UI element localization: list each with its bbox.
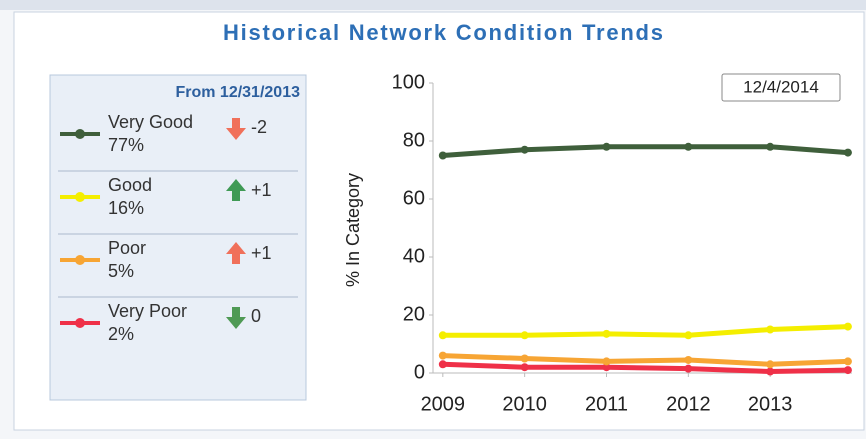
x-tick-label: 2010 [502, 393, 547, 415]
y-tick-label: 0 [414, 361, 425, 383]
point [766, 142, 775, 151]
legend-name: Good [108, 175, 152, 195]
point [843, 148, 852, 157]
point [766, 325, 775, 334]
legend-title: From 12/31/2013 [175, 84, 300, 101]
legend-percent: 5% [108, 261, 134, 281]
date-box [721, 73, 841, 102]
y-axis-label: % In Category [343, 173, 363, 287]
point [438, 360, 447, 369]
x-tick-label: 2012 [666, 393, 711, 415]
legend-dot [75, 129, 85, 139]
legend-name: Very Poor [108, 301, 187, 321]
legend-dot [75, 255, 85, 265]
x-tick-label: 2013 [748, 393, 793, 415]
trend-arrow [226, 307, 246, 329]
point [684, 331, 693, 340]
legend-percent: 2% [108, 324, 134, 344]
point [438, 331, 447, 340]
point [602, 363, 611, 372]
date-annotation: 12/4/2014 [743, 77, 819, 96]
point [766, 360, 775, 369]
trend-arrow [226, 179, 246, 201]
point [602, 142, 611, 151]
legend-box [49, 74, 307, 401]
plot-area [433, 83, 852, 373]
point [684, 142, 693, 151]
legend-dot [75, 192, 85, 202]
chart-title: Historical Network Condition Trends [223, 20, 663, 45]
point [520, 331, 529, 340]
y-tick-label: 20 [403, 303, 425, 325]
legend-name: Poor [108, 238, 146, 258]
legend-percent: 77% [108, 135, 144, 155]
point [602, 357, 611, 366]
top-strip [0, 0, 866, 10]
trend-arrow [226, 118, 246, 140]
point [843, 322, 852, 331]
legend-dot [75, 318, 85, 328]
y-tick-label: 60 [403, 187, 425, 209]
point [766, 367, 775, 376]
series-line [442, 144, 849, 158]
point [438, 151, 447, 160]
series-line [442, 353, 849, 367]
y-tick-label: 100 [392, 71, 425, 93]
point [520, 354, 529, 363]
y-tick-label: 80 [403, 129, 425, 151]
series-line [442, 361, 848, 375]
point [684, 355, 693, 364]
point [438, 351, 447, 360]
point [684, 364, 693, 373]
series-line [442, 324, 849, 338]
legend-change: -2 [251, 117, 267, 137]
trend-arrow [226, 242, 246, 264]
point [843, 357, 852, 366]
point [520, 363, 529, 372]
legend-change: 0 [251, 306, 261, 326]
point [520, 145, 529, 154]
legend-change: +1 [251, 180, 272, 200]
point [602, 329, 611, 338]
x-tick-label: 2009 [421, 393, 466, 415]
point [843, 366, 852, 375]
legend-change: +1 [251, 243, 272, 263]
legend-name: Very Good [108, 112, 193, 132]
y-tick-label: 40 [403, 245, 425, 267]
x-tick-label: 2011 [585, 393, 628, 415]
legend-percent: 16% [108, 198, 144, 218]
